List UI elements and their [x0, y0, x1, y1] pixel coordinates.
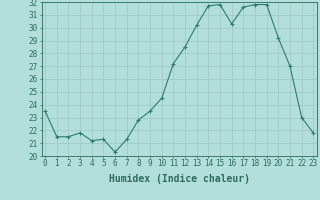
X-axis label: Humidex (Indice chaleur): Humidex (Indice chaleur)	[109, 174, 250, 184]
